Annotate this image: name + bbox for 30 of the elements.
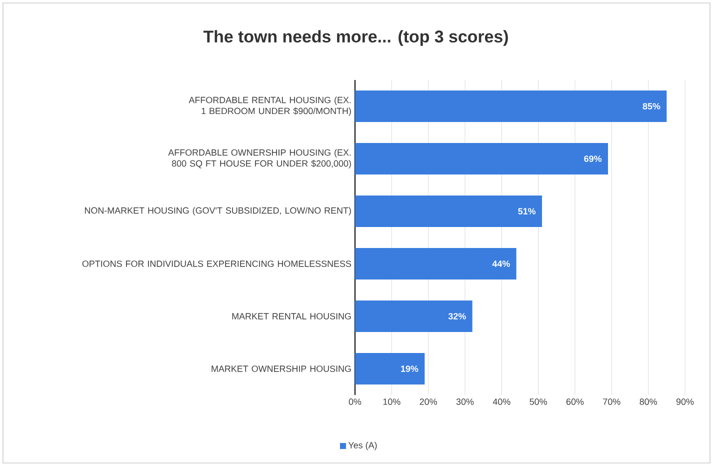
bar (355, 353, 425, 385)
bar (355, 248, 516, 280)
y-tick-label: MARKET RENTAL HOUSING (232, 313, 351, 320)
data-label: 44% (492, 260, 510, 267)
x-tick-label: 80% (640, 398, 657, 405)
x-tick-label: 20% (420, 398, 437, 405)
y-tick-label: OPTIONS FOR INDIVIDUALS EXPERIENCING HOMELESSNESS (82, 260, 352, 267)
bar (355, 196, 542, 228)
bar (355, 90, 667, 122)
data-label: 85% (642, 103, 660, 110)
y-tick-label: AFFORDABLE OWNERSHIP HOUSING (EX. 800 SQ FT HOUSE FOR UNDER $200,000) (168, 149, 351, 168)
x-tick-label: 70% (603, 398, 620, 405)
y-tick-label: MARKET OWNERSHIP HOUSING (212, 366, 351, 372)
x-tick-label: 10% (383, 398, 400, 405)
y-tick-label: AFFORDABLE RENTAL HOUSING (EX. 1 BEDROOM UNDER $900/MONTH) (188, 96, 351, 116)
x-tick-label: 50% (530, 398, 547, 405)
x-tick-label: 0% (348, 398, 362, 405)
legend-label: Yes (A) (348, 442, 377, 450)
data-label: 32% (448, 313, 466, 320)
x-tick-label: 40% (492, 398, 510, 405)
data-label: 51% (518, 208, 536, 214)
x-tick-label: 60% (566, 398, 584, 405)
x-tick-label: 90% (676, 398, 694, 405)
data-label: 19% (401, 366, 418, 372)
data-label: 69% (584, 156, 602, 162)
y-tick-label: NON-MARKET HOUSING (GOV'T SUBSIDIZED, LOW/NO RENT) (84, 207, 351, 216)
x-tick-label: 30% (456, 398, 474, 405)
bar (355, 300, 472, 332)
chart-title: The town needs more... (top 3 scores) (203, 30, 508, 46)
bar (355, 143, 608, 175)
